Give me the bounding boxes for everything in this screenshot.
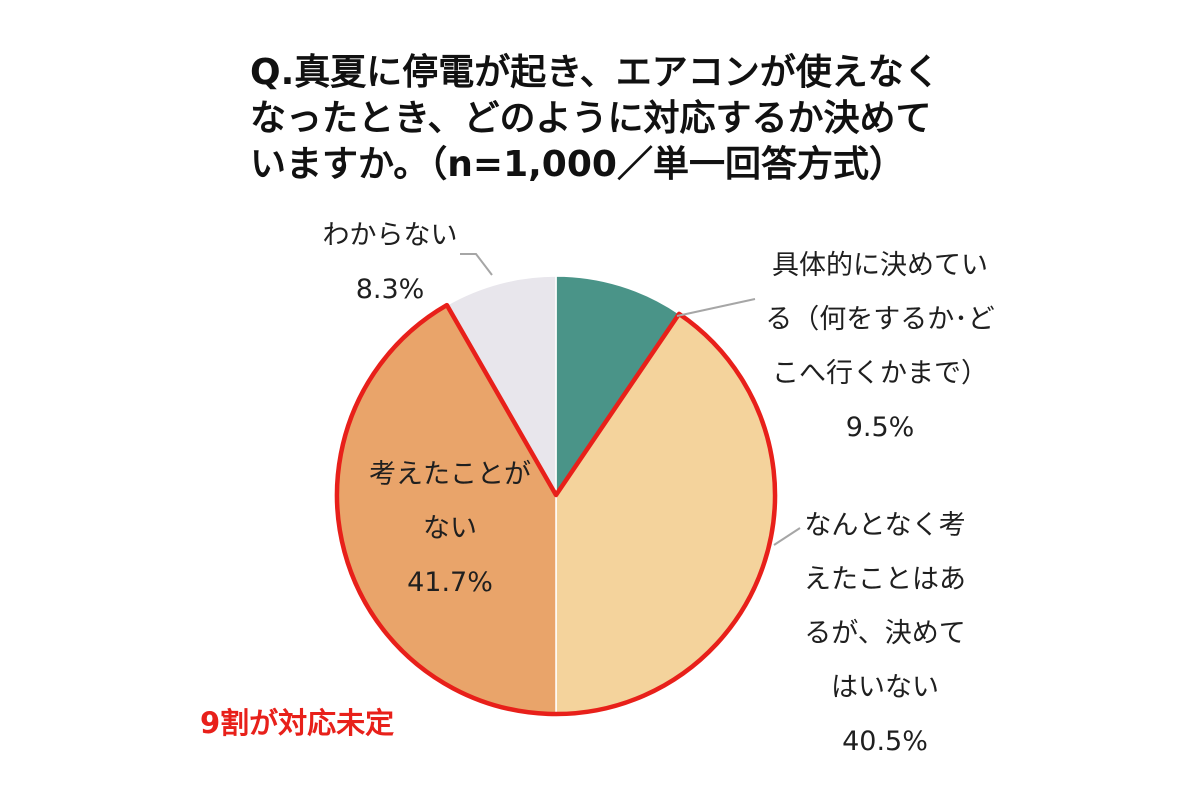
label-never-line-2: ない	[423, 513, 477, 544]
label-vague: なんとなく考 えたことはあ るが、決めて はいない 40.5%	[795, 499, 975, 769]
label-vague-line-3: るが、決めて	[804, 618, 966, 649]
label-decided-line-2: る（何をするか･ど	[765, 304, 995, 335]
label-decided-value: 9.5%	[845, 412, 915, 443]
pie-slices	[336, 275, 776, 715]
label-unknown: わからない 8.3%	[310, 209, 470, 317]
pie-slice-decided	[555, 275, 681, 498]
chart-title-line-1: Q.真夏に停電が起き、エアコンが使えなく	[250, 52, 940, 93]
chart-title-line-2: なったとき、どのように対応するか決めて	[250, 98, 932, 139]
highlight-outline	[334, 302, 778, 717]
label-decided-line-3: こへ行くかまで）	[772, 358, 988, 389]
label-unknown-value: 8.3%	[355, 274, 425, 305]
label-never-value: 41.7%	[407, 567, 493, 598]
label-unknown-line-1: わからない	[322, 220, 458, 251]
leader-line-unknown	[460, 253, 493, 276]
label-decided: 具体的に決めてい る（何をするか･ど こへ行くかまで） 9.5%	[755, 239, 1005, 455]
highlight-callout: 9割が対応未定	[200, 706, 395, 740]
chart-title: Q.真夏に停電が起き、エアコンが使えなく なったとき、どのように対応するか決めて…	[250, 50, 1010, 188]
label-decided-line-1: 具体的に決めてい	[772, 250, 988, 281]
label-vague-line-4: はいない	[831, 672, 939, 703]
label-vague-line-2: えたことはあ	[804, 564, 966, 595]
label-never-line-1: 考えたことが	[369, 459, 531, 490]
chart-title-line-3: いますか。（n=1,000／単一回答方式）	[250, 144, 905, 185]
pie-slice-unknown	[445, 275, 557, 498]
leader-line-decided	[676, 298, 756, 317]
label-never: 考えたことが ない 41.7%	[355, 448, 545, 610]
label-vague-line-1: なんとなく考	[804, 510, 966, 541]
label-vague-value: 40.5%	[842, 726, 928, 757]
leader-line-vague	[773, 527, 801, 546]
